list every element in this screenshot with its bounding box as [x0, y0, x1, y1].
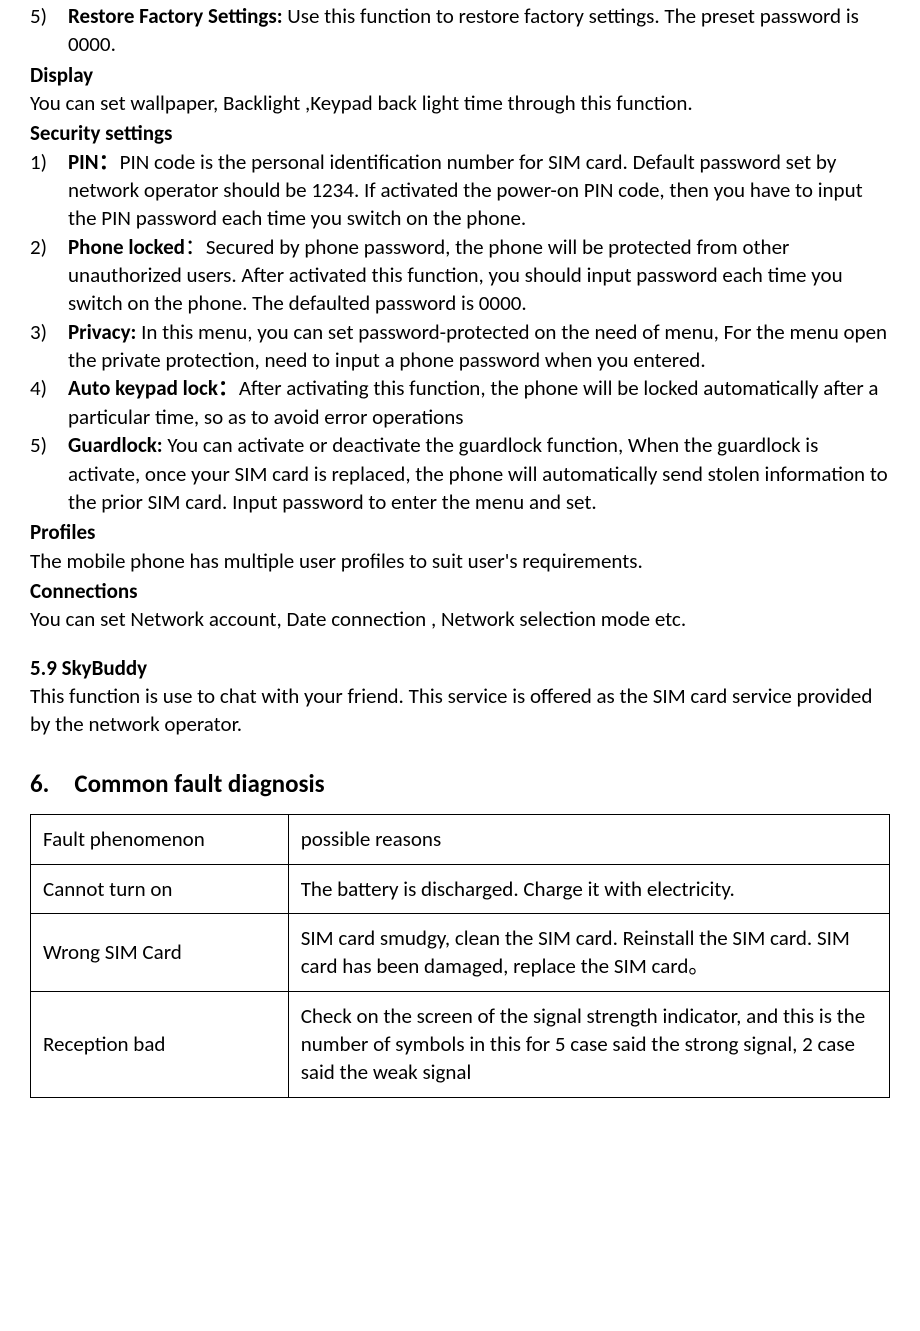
item-label: PIN：: [68, 149, 120, 175]
list-body: Restore Factory Settings: Use this funct…: [68, 2, 890, 59]
list-item-pin: 1) PIN：PIN code is the personal identifi…: [30, 148, 890, 233]
heading-security: Security settings: [30, 119, 890, 147]
item-label: Restore Factory Settings:: [68, 3, 283, 29]
text-connections: You can set Network account, Date connec…: [30, 605, 890, 633]
text-skybuddy: This function is use to chat with your f…: [30, 682, 890, 739]
list-body: Privacy: In this menu, you can set passw…: [68, 318, 890, 375]
list-marker: 3): [30, 318, 68, 375]
list-item-auto-keypad-lock: 4) Auto keypad lock：After activating thi…: [30, 374, 890, 431]
table-cell: Check on the screen of the signal streng…: [288, 991, 889, 1097]
heading-skybuddy: 5.9 SkyBuddy: [30, 654, 890, 682]
table-cell: Cannot turn on: [31, 864, 289, 913]
table-row: Cannot turn on The battery is discharged…: [31, 864, 890, 913]
list-item-phone-locked: 2) Phone locked：Secured by phone passwor…: [30, 233, 890, 318]
table-cell: SIM card smudgy, clean the SIM card. Rei…: [288, 914, 889, 992]
list-body: Guardlock: You can activate or deactivat…: [68, 431, 890, 516]
list-marker: 5): [30, 431, 68, 516]
table-row: Wrong SIM Card SIM card smudgy, clean th…: [31, 914, 890, 992]
table-row: Reception bad Check on the screen of the…: [31, 991, 890, 1097]
text-profiles: The mobile phone has multiple user profi…: [30, 547, 890, 575]
list-item-privacy: 3) Privacy: In this menu, you can set pa…: [30, 318, 890, 375]
list-marker: 1): [30, 148, 68, 233]
text-display: You can set wallpaper, Backlight ,Keypad…: [30, 89, 890, 117]
list-item-restore: 5) Restore Factory Settings: Use this fu…: [30, 2, 890, 59]
fault-table: Fault phenomenon possible reasons Cannot…: [30, 814, 890, 1097]
heading-connections: Connections: [30, 577, 890, 605]
heading-profiles: Profiles: [30, 518, 890, 546]
list-body: PIN：PIN code is the personal identificat…: [68, 148, 890, 233]
table-header-cell: Fault phenomenon: [31, 815, 289, 864]
item-label: Phone locked: [68, 234, 185, 260]
list-body: Auto keypad lock：After activating this f…: [68, 374, 890, 431]
list-body: Phone locked：Secured by phone password, …: [68, 233, 890, 318]
item-text: In this menu, you can set password-prote…: [68, 319, 887, 373]
item-text: You can activate or deactivate the guard…: [68, 432, 888, 515]
list-marker: 2): [30, 233, 68, 318]
table-header-cell: possible reasons: [288, 815, 889, 864]
table-cell: The battery is discharged. Charge it wit…: [288, 864, 889, 913]
list-marker: 4): [30, 374, 68, 431]
spacer: [30, 634, 890, 654]
item-label: Guardlock:: [68, 432, 163, 458]
list-marker: 5): [30, 2, 68, 59]
item-text: ：Secured by phone password, the phone wi…: [68, 234, 843, 317]
table-cell: Wrong SIM Card: [31, 914, 289, 992]
heading-chapter-6: 6. Common fault diagnosis: [30, 767, 890, 801]
list-item-guardlock: 5) Guardlock: You can activate or deacti…: [30, 431, 890, 516]
table-cell: Reception bad: [31, 991, 289, 1097]
item-label: Privacy:: [68, 319, 136, 345]
heading-display: Display: [30, 61, 890, 89]
table-row: Fault phenomenon possible reasons: [31, 815, 890, 864]
item-label: Auto keypad lock：: [68, 375, 239, 401]
item-text: PIN code is the personal identification …: [68, 149, 863, 232]
